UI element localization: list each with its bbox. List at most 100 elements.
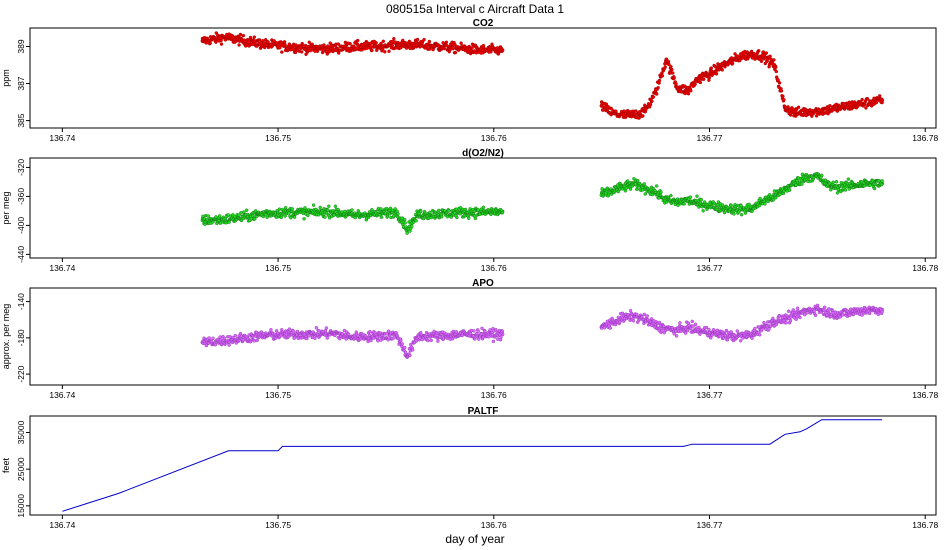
- x-tick-label: 136.77: [697, 133, 723, 143]
- data-point: [348, 42, 352, 46]
- data-point: [336, 42, 340, 46]
- data-point: [764, 51, 768, 55]
- data-point: [280, 50, 284, 54]
- data-point: [803, 313, 807, 317]
- data-point: [211, 336, 215, 340]
- data-point: [242, 210, 246, 214]
- x-tick-label: 136.76: [481, 390, 507, 400]
- data-point: [655, 92, 659, 96]
- data-point: [257, 38, 262, 42]
- data-point: [498, 338, 503, 342]
- data-point: [805, 311, 809, 315]
- data-point: [730, 61, 735, 65]
- data-point: [239, 210, 243, 215]
- y-tick-label: -360: [16, 188, 26, 205]
- data-point: [674, 334, 679, 338]
- data-point: [300, 50, 304, 54]
- y-tick-label: -440: [16, 246, 26, 263]
- data-point: [253, 217, 257, 221]
- data-point: [781, 94, 785, 99]
- data-point: [788, 318, 793, 323]
- data-point: [290, 207, 294, 211]
- data-point: [265, 215, 269, 220]
- data-point: [403, 217, 407, 222]
- y-axis-label: feet: [1, 457, 11, 473]
- data-point: [383, 50, 387, 54]
- data-point: [678, 321, 682, 325]
- x-tick-label: 136.78: [912, 390, 938, 400]
- data-point: [828, 181, 832, 186]
- data-point: [318, 205, 322, 210]
- data-point: [688, 195, 693, 199]
- data-point: [643, 192, 647, 196]
- data-point: [399, 46, 403, 50]
- plot-frame: [29, 415, 937, 516]
- data-point: [451, 47, 455, 51]
- data-point: [874, 100, 879, 105]
- data-point: [370, 48, 374, 53]
- data-point: [206, 214, 211, 218]
- data-point: [295, 329, 300, 334]
- data-point: [228, 335, 232, 339]
- data-point: [879, 182, 884, 187]
- x-tick-label: 136.77: [697, 263, 723, 273]
- data-point: [400, 216, 404, 220]
- data-point: [419, 209, 423, 214]
- data-point: [374, 41, 378, 45]
- data-point: [831, 180, 835, 184]
- data-point: [303, 206, 307, 210]
- data-point: [323, 215, 327, 219]
- data-point: [241, 33, 246, 38]
- data-point: [248, 35, 253, 40]
- data-point: [487, 335, 491, 339]
- data-point: [834, 180, 839, 184]
- data-point: [269, 328, 273, 332]
- data-point: [753, 326, 757, 331]
- data-point: [782, 98, 786, 102]
- panel-title: CO2: [473, 18, 494, 29]
- data-point: [369, 338, 373, 343]
- data-point: [264, 213, 268, 217]
- data-point: [403, 345, 407, 350]
- data-point: [827, 307, 831, 311]
- data-point: [408, 353, 412, 358]
- y-axis-label: per meg: [1, 191, 11, 224]
- data-point: [447, 209, 451, 213]
- data-point: [758, 196, 762, 201]
- data-point: [650, 99, 654, 103]
- data-point: [499, 335, 503, 339]
- data-point: [636, 178, 640, 183]
- data-point: [426, 338, 430, 343]
- data-point: [733, 52, 737, 56]
- data-point: [266, 40, 270, 44]
- y-tick-label: 385: [16, 113, 26, 127]
- data-point: [702, 200, 707, 204]
- data-point: [414, 218, 418, 223]
- data-point: [774, 196, 778, 200]
- data-point: [810, 114, 814, 118]
- data-point: [470, 46, 474, 50]
- data-point: [422, 216, 426, 221]
- data-point: [317, 329, 321, 333]
- data-point: [454, 330, 459, 334]
- data-point: [835, 191, 840, 195]
- data-point: [442, 46, 447, 51]
- data-point: [771, 316, 775, 321]
- data-point: [690, 319, 694, 324]
- data-point: [669, 64, 673, 69]
- data-point: [763, 202, 767, 206]
- data-point: [222, 336, 227, 341]
- data-point: [399, 338, 403, 343]
- data-point: [616, 189, 620, 194]
- data-point: [489, 50, 493, 54]
- data-point: [302, 217, 306, 221]
- panel-title: APO: [472, 278, 494, 289]
- data-point: [307, 40, 311, 44]
- x-tick-label: 136.77: [697, 390, 723, 400]
- series-points: [200, 31, 885, 120]
- x-tick-label: 136.78: [912, 520, 938, 530]
- data-point: [739, 339, 743, 343]
- data-point: [283, 206, 288, 210]
- data-point: [480, 326, 484, 331]
